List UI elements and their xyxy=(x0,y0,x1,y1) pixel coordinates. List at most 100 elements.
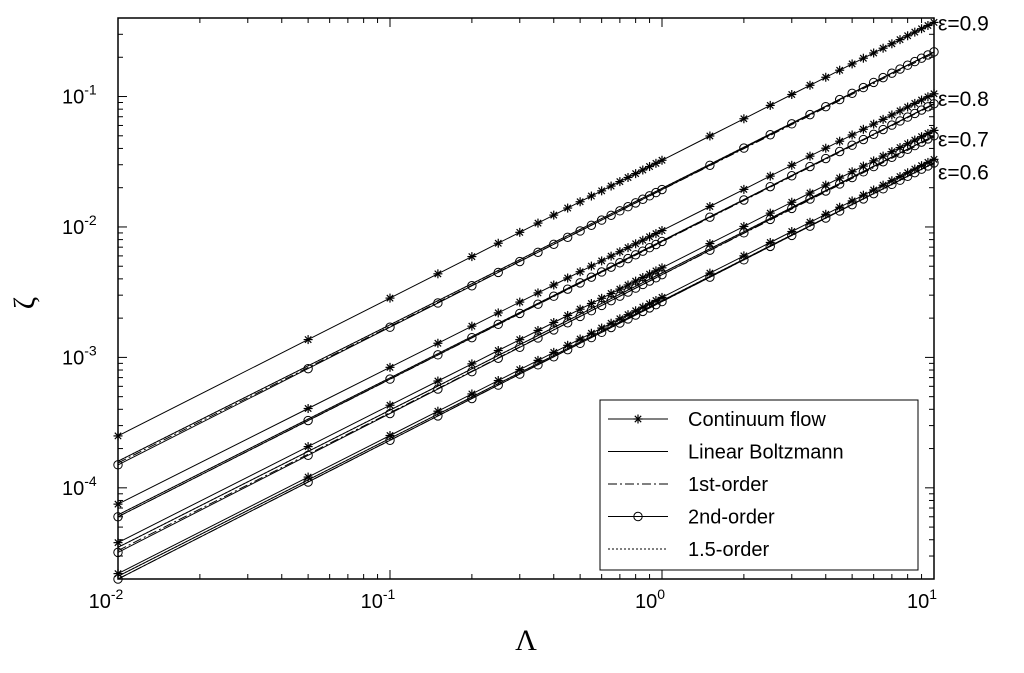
circle-marker xyxy=(805,109,815,120)
legend-label: 1st-order xyxy=(688,474,768,496)
star-marker xyxy=(624,173,632,182)
star-marker xyxy=(550,281,558,289)
circle-marker xyxy=(623,314,633,324)
star-marker xyxy=(645,270,654,278)
circle-marker xyxy=(630,283,641,293)
star-marker xyxy=(616,248,624,256)
star-marker xyxy=(587,262,596,270)
circle-marker xyxy=(878,124,888,135)
circle-marker xyxy=(467,367,477,377)
star-marker xyxy=(468,360,476,368)
circle-marker xyxy=(739,228,749,238)
circle-marker xyxy=(433,350,443,360)
star-marker xyxy=(788,90,796,99)
circle-marker xyxy=(739,195,749,205)
x-tick-label: 100 xyxy=(635,586,665,613)
circle-marker xyxy=(615,291,625,301)
circle-marker xyxy=(303,477,313,487)
circle-marker xyxy=(562,318,573,328)
circle-marker xyxy=(887,179,897,190)
circle-marker xyxy=(787,119,797,129)
circle-marker xyxy=(303,363,313,374)
circle-marker xyxy=(623,202,633,212)
star-marker xyxy=(304,442,312,451)
star-marker xyxy=(304,404,312,413)
circle-marker xyxy=(929,99,939,109)
star-marker xyxy=(788,161,796,169)
circle-marker xyxy=(821,101,831,112)
circle-marker xyxy=(834,179,845,189)
circle-marker xyxy=(303,415,313,426)
star-marker xyxy=(911,165,919,173)
star-marker xyxy=(706,202,714,211)
circle-marker xyxy=(385,408,395,419)
star-marker xyxy=(917,162,926,170)
star-marker xyxy=(624,244,632,252)
circle-marker xyxy=(895,175,905,185)
circle-marker xyxy=(787,230,797,241)
second_order-line xyxy=(117,103,935,518)
circle-marker xyxy=(847,172,857,183)
star-marker xyxy=(639,273,647,282)
star-marker xyxy=(896,36,904,44)
circle-marker xyxy=(385,322,395,332)
star-marker xyxy=(576,268,584,276)
star-marker xyxy=(632,240,640,248)
star-marker xyxy=(386,401,394,409)
circle-marker xyxy=(805,221,815,231)
circle-marker xyxy=(878,72,888,83)
one_half_order-line xyxy=(117,103,935,516)
circle-marker xyxy=(787,203,797,214)
circle-marker xyxy=(586,220,597,230)
circle-marker xyxy=(533,299,543,309)
circle-marker xyxy=(533,247,543,257)
star-marker xyxy=(766,101,774,110)
star-marker xyxy=(494,346,502,355)
star-marker xyxy=(494,309,502,317)
circle-marker xyxy=(657,296,667,307)
circle-marker xyxy=(606,210,616,220)
circle-marker xyxy=(549,291,559,301)
star-marker xyxy=(822,144,830,152)
star-marker xyxy=(516,336,524,344)
circle-marker xyxy=(586,332,597,343)
star-marker xyxy=(806,81,814,89)
star-marker xyxy=(836,137,844,145)
circle-marker xyxy=(739,143,749,153)
circle-marker xyxy=(493,353,503,363)
circle-marker xyxy=(657,184,667,195)
circle-marker xyxy=(623,287,633,297)
star-marker xyxy=(706,239,714,248)
star-marker xyxy=(904,169,912,177)
star-marker xyxy=(740,185,748,193)
star-marker xyxy=(639,166,647,174)
circle-marker xyxy=(575,311,585,322)
star-marker xyxy=(468,322,476,330)
star-marker xyxy=(632,169,640,178)
y-tick-label: 10-1 xyxy=(62,82,97,109)
star-marker xyxy=(607,252,615,260)
second_order-line xyxy=(117,135,935,553)
star-marker xyxy=(587,299,596,308)
circle-marker xyxy=(433,298,443,308)
series-group-0 xyxy=(113,17,939,470)
circle-marker xyxy=(615,318,625,328)
star-marker xyxy=(924,158,932,167)
legend-label: Continuum flow xyxy=(688,409,826,431)
star-marker xyxy=(534,289,542,297)
star-marker xyxy=(930,155,938,163)
circle-marker xyxy=(606,295,616,306)
star-marker xyxy=(386,363,394,371)
x-tick-label: 101 xyxy=(907,586,937,613)
circle-marker xyxy=(821,153,831,164)
star-marker xyxy=(576,198,584,206)
circle-marker xyxy=(765,241,775,252)
star-marker xyxy=(304,473,312,481)
circle-marker xyxy=(575,338,585,349)
circle-marker xyxy=(433,411,443,421)
circle-marker xyxy=(623,253,633,264)
circle-marker xyxy=(705,212,715,222)
star-marker xyxy=(550,211,558,219)
x-tick-label: 10-1 xyxy=(361,586,396,613)
circle-marker xyxy=(705,245,715,255)
